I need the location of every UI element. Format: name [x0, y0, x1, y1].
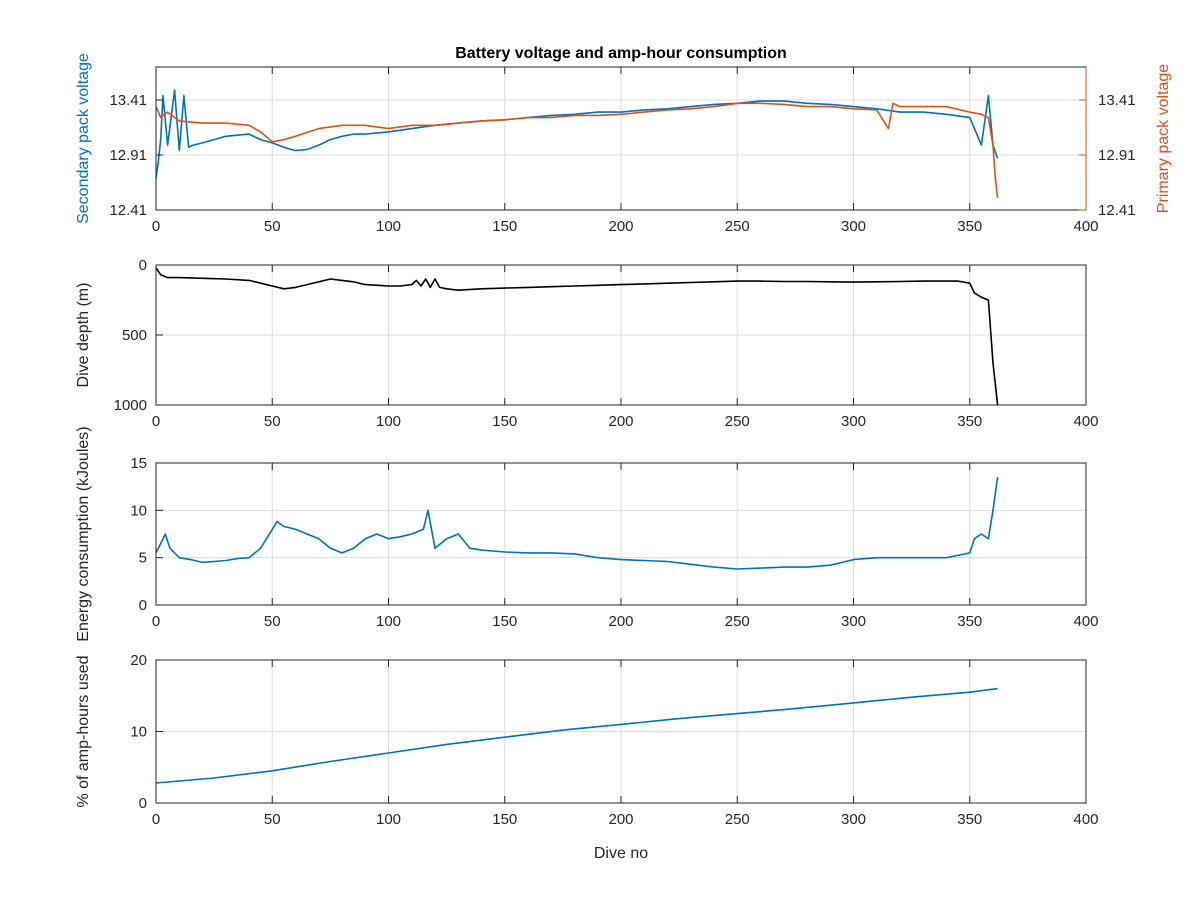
- subplot-panels: 0 50 100 150 200 250 300 350 40012.4112.9113.41S…: [75, 53, 1172, 862]
- x-tick-label: 400: [1073, 413, 1098, 430]
- x-tick-label: 150: [492, 811, 517, 828]
- series-line-depth-0: [155, 267, 999, 406]
- x-tick-label: 0: [152, 413, 160, 430]
- y-tick-label: 13.41: [109, 92, 147, 109]
- panel-depth: 0 50 100 150 200 250 300 350 400 0 500 1000 Dive dep…: [75, 257, 1099, 430]
- y-tick-label: 15: [130, 455, 147, 472]
- y-tick-label: 12.41: [109, 202, 147, 219]
- x-tick-label: 250: [725, 413, 750, 430]
- y-tick-label: 5: [139, 550, 147, 567]
- x-tick-label: 100: [376, 811, 401, 828]
- x-tick-label: 300: [841, 218, 866, 235]
- x-tick-label: 50: [264, 811, 281, 828]
- y-tick-label: 0: [139, 795, 147, 812]
- y-axis-label: Secondary pack voltage: [75, 53, 92, 224]
- y-tick-label: 0: [139, 257, 147, 274]
- x-tick-label: 100: [376, 413, 401, 430]
- y-tick-label: 10: [130, 724, 147, 741]
- y2-tick-label: 12.41: [1098, 202, 1136, 219]
- x-tick-label: 350: [957, 811, 982, 828]
- x-tick-label: 100: [376, 613, 401, 630]
- x-tick-label: 350: [957, 218, 982, 235]
- series-line-amphours-0: [155, 687, 998, 784]
- x-tick-label: 0: [152, 613, 160, 630]
- y-tick-label: 10: [130, 502, 147, 519]
- x-tick-label: 250: [725, 811, 750, 828]
- y2-tick-label: 12.91: [1098, 147, 1136, 164]
- y-tick-label: 1000: [114, 397, 147, 414]
- x-tick-label: 200: [608, 218, 633, 235]
- x-tick-label: 250: [725, 218, 750, 235]
- y-tick-label: 500: [122, 327, 147, 344]
- x-tick-label: 100: [376, 218, 401, 235]
- chart-title: Battery voltage and amp-hour consumption: [455, 45, 787, 62]
- x-tick-label: 400: [1073, 218, 1098, 235]
- panel-energy: 0 50 100 150 200 250 300 350 400 0 5 10 15 Energy con…: [75, 426, 1099, 641]
- x-tick-label: 200: [608, 811, 633, 828]
- y-axis-label: Energy consumption (kJoules): [75, 426, 92, 641]
- x-tick-label: 150: [492, 613, 517, 630]
- x-tick-label: 50: [264, 218, 281, 235]
- x-tick-label: 350: [957, 613, 982, 630]
- y-tick-label: 20: [130, 652, 147, 669]
- x-tick-label: 200: [608, 613, 633, 630]
- x-tick-label: 300: [841, 613, 866, 630]
- x-tick-label: 250: [725, 613, 750, 630]
- series-line-voltage-0: [155, 89, 999, 179]
- x-tick-label: 300: [841, 811, 866, 828]
- series-line-voltage-1: [155, 102, 999, 198]
- y-tick-label: 12.91: [109, 147, 147, 164]
- x-tick-label: 400: [1073, 811, 1098, 828]
- series-line-energy-0: [155, 477, 999, 570]
- panel-voltage: 0 50 100 150 200 250 300 350 40012.4112.9113.41S…: [75, 53, 1172, 235]
- x-tick-label: 200: [608, 413, 633, 430]
- x-tick-label: 150: [492, 218, 517, 235]
- x-tick-label: 50: [264, 413, 281, 430]
- y-tick-label: 0: [139, 597, 147, 614]
- x-tick-label: 50: [264, 613, 281, 630]
- y-axis-label: % of amp-hours used: [75, 655, 92, 807]
- x-tick-label: 0: [152, 811, 160, 828]
- y2-axis-label: Primary pack voltage: [1155, 64, 1172, 213]
- x-axis-label: Dive no: [594, 845, 648, 862]
- y-axis-label: Dive depth (m): [75, 283, 92, 388]
- x-tick-label: 150: [492, 413, 517, 430]
- x-tick-label: 0: [152, 218, 160, 235]
- y2-tick-label: 13.41: [1098, 92, 1136, 109]
- x-tick-label: 400: [1073, 613, 1098, 630]
- panel-amphours: 0 50 100 150 200 250 300 350 400 0 10 20 % of amp-ho…: [75, 652, 1099, 862]
- x-tick-label: 350: [957, 413, 982, 430]
- x-tick-label: 300: [841, 413, 866, 430]
